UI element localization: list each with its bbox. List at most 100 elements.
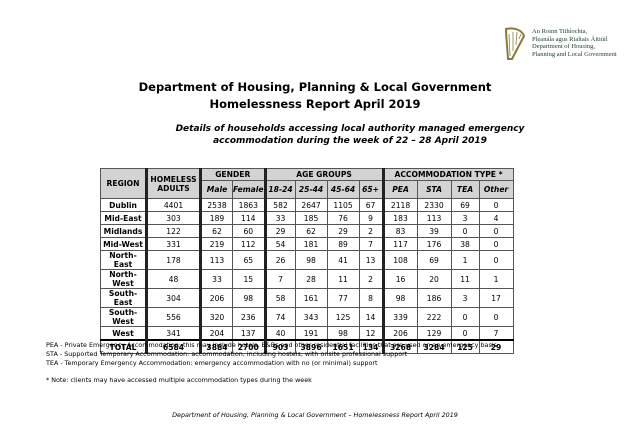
value-cell: 7 xyxy=(263,269,296,289)
value-cell: 2330 xyxy=(416,198,452,212)
value-cell: 60 xyxy=(232,224,266,238)
value-cell: 0 xyxy=(478,307,514,327)
value-cell: 161 xyxy=(294,288,328,308)
value-cell: 98 xyxy=(232,288,266,308)
value-cell: 69 xyxy=(416,250,452,270)
region-cell: Mid-East xyxy=(100,211,147,225)
value-cell: 39 xyxy=(416,224,452,238)
footer: Department of Housing, Planning & Local … xyxy=(172,411,458,419)
value-cell: 74 xyxy=(263,307,296,327)
region-cell: South-West xyxy=(100,307,147,327)
value-cell: 7 xyxy=(358,237,384,251)
table: REGION HOMELESS ADULTS GENDER AGE GROUPS… xyxy=(100,168,514,354)
value-cell: 17 xyxy=(478,288,514,308)
value-cell: 58 xyxy=(263,288,296,308)
sub-header: Other xyxy=(478,180,514,199)
value-cell: 26 xyxy=(263,250,296,270)
logo-line: Department of Housing, xyxy=(532,43,596,50)
value-cell: 129 xyxy=(416,326,452,341)
value-cell: 343 xyxy=(294,307,328,327)
value-cell: 29 xyxy=(263,224,296,238)
sub-header: STA xyxy=(416,180,452,199)
table-row: Dublin 4401 2538 1863 582 2647 1105 67 2118 2330 6… xyxy=(100,198,514,212)
value-cell: 117 xyxy=(381,237,418,251)
logo-text: An Roinn Tithíochta, Pleanála agus Rialt… xyxy=(532,28,617,58)
region-cell: Midlands xyxy=(100,224,147,238)
value-cell: 2700 xyxy=(232,339,266,354)
value-cell: 89 xyxy=(326,237,360,251)
sub-header: Male xyxy=(199,180,233,199)
value-cell: 0 xyxy=(450,307,480,327)
value-cell: 556 xyxy=(145,307,201,327)
value-cell: 0 xyxy=(478,198,514,212)
group-header: GENDER xyxy=(199,168,266,181)
note: STA - Supported Temporary Accommodation:… xyxy=(46,350,408,358)
sub-header: TEA xyxy=(450,180,480,199)
value-cell: 320 xyxy=(199,307,233,327)
table-row: Mid-East 303 189 114 33 185 76 9 183 113 3 4 xyxy=(100,211,514,225)
value-cell: 6584 xyxy=(145,339,201,354)
value-cell: 62 xyxy=(199,224,233,238)
note: PEA - Private Emergency Accommodation: t… xyxy=(46,341,497,349)
value-cell: 33 xyxy=(199,269,233,289)
sub-header: Female xyxy=(232,180,266,199)
value-cell: 1105 xyxy=(326,198,360,212)
value-cell: 13 xyxy=(358,250,384,270)
value-cell: 20 xyxy=(416,269,452,289)
sub-header: PEA xyxy=(381,180,418,199)
value-cell: 125 xyxy=(326,307,360,327)
group-header: AGE GROUPS xyxy=(263,168,384,181)
value-cell: 28 xyxy=(294,269,328,289)
value-cell: 11 xyxy=(450,269,480,289)
value-cell: 98 xyxy=(381,288,418,308)
value-cell: 582 xyxy=(263,198,296,212)
value-cell: 8 xyxy=(358,288,384,308)
value-cell: 206 xyxy=(381,326,418,341)
value-cell: 191 xyxy=(294,326,328,341)
logo-line: An Roinn Tithíochta, xyxy=(532,28,588,35)
value-cell: 304 xyxy=(145,288,201,308)
header-cell: HOMELESS ADULTS xyxy=(145,168,201,199)
table-row: West 341 204 137 40 191 98 12 206 129 0 7 xyxy=(100,326,514,341)
value-cell: 2538 xyxy=(199,198,233,212)
value-cell: 108 xyxy=(381,250,418,270)
table-row: TOTAL 6584 3884 2700 903 3896 1651 134 3268 3284 1… xyxy=(100,339,514,354)
value-cell: 3 xyxy=(450,211,480,225)
value-cell: 185 xyxy=(294,211,328,225)
value-cell: 181 xyxy=(294,237,328,251)
value-cell: 2118 xyxy=(381,198,418,212)
region-cell: West xyxy=(100,326,147,341)
region-cell: North-West xyxy=(100,269,147,289)
value-cell: 15 xyxy=(232,269,266,289)
value-cell: 339 xyxy=(381,307,418,327)
region-cell: North-East xyxy=(100,250,147,270)
table-row: Mid-West 331 219 112 54 181 89 7 117 176 38 0 xyxy=(100,237,514,251)
region-cell: Dublin xyxy=(100,198,147,212)
harp-logo xyxy=(505,27,526,60)
value-cell: 48 xyxy=(145,269,201,289)
value-cell: 137 xyxy=(232,326,266,341)
value-cell: 4401 xyxy=(145,198,201,212)
value-cell: 1 xyxy=(478,269,514,289)
value-cell: 113 xyxy=(199,250,233,270)
value-cell: 76 xyxy=(326,211,360,225)
value-cell: 186 xyxy=(416,288,452,308)
value-cell: 0 xyxy=(450,326,480,341)
title: Department of Housing, Planning & Local … xyxy=(138,80,492,94)
subtitle: Details of households accessing local au… xyxy=(175,124,525,134)
value-cell: 1 xyxy=(450,250,480,270)
value-cell: 29 xyxy=(326,224,360,238)
value-cell: 83 xyxy=(381,224,418,238)
region-cell: Mid-West xyxy=(100,237,147,251)
table-row: North-West 48 33 15 7 28 11 2 16 20 11 1 xyxy=(100,269,514,289)
value-cell: 219 xyxy=(199,237,233,251)
table-row: North-East 178 113 65 26 98 41 13 108 69 1 0 xyxy=(100,250,514,270)
sub-header: 45-64 xyxy=(326,180,360,199)
value-cell: 206 xyxy=(199,288,233,308)
value-cell: 222 xyxy=(416,307,452,327)
note: * Note: clients may have accessed multip… xyxy=(46,376,312,384)
value-cell: 176 xyxy=(416,237,452,251)
value-cell: 11 xyxy=(326,269,360,289)
table-row: South-West 556 320 236 74 343 125 14 339 222 0 0 xyxy=(100,307,514,327)
